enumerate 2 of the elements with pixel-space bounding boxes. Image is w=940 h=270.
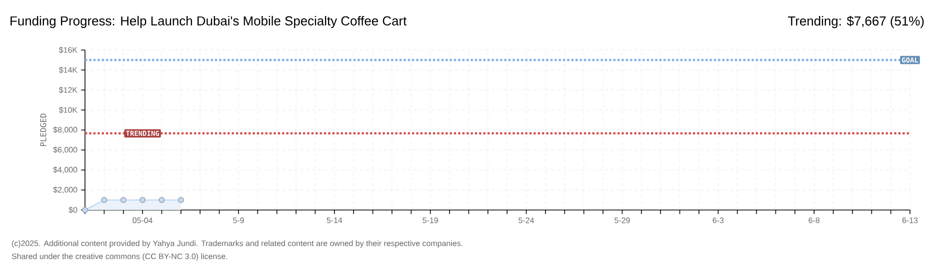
chart-title: Funding Progress: Help Launch Dubai's Mobile Specialty Coffee Cart bbox=[10, 16, 407, 28]
chart-subtitle: Trending: $7,667 (51%) bbox=[788, 16, 924, 28]
